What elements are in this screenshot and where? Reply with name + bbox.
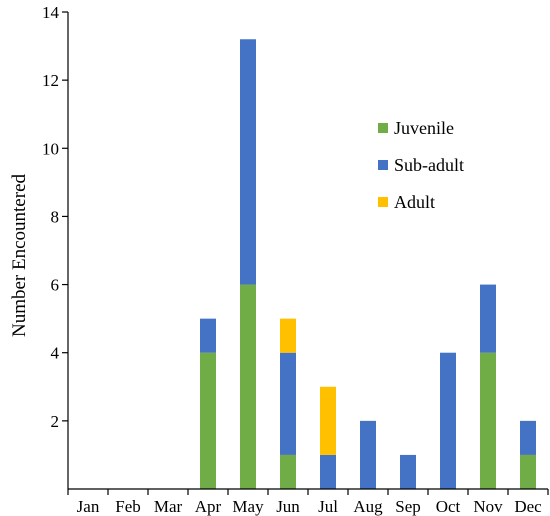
x-tick-label: Oct [436,497,461,516]
bar-juvenile-dec [520,454,536,489]
bar-sub-adult-dec [520,420,536,455]
y-tick-label: 12 [42,71,59,90]
legend-swatch-sub-adult [378,160,388,170]
x-tick-label: Mar [154,497,183,516]
y-tick-label: 8 [51,207,60,226]
bar-juvenile-may [240,284,256,489]
y-axis-title: Number Encountered [9,173,30,337]
bar-adult-jun [280,318,296,353]
bar-juvenile-nov [480,352,496,489]
bar-adult-jul [320,386,336,455]
y-tick-label: 4 [51,344,60,363]
legend-label-adult: Adult [394,192,435,212]
y-tick-label: 14 [42,3,60,22]
y-tick-label: 2 [51,412,60,431]
x-tick-label: Nov [473,497,503,516]
bar-sub-adult-nov [480,284,496,353]
bar-juvenile-jun [280,454,296,489]
y-axis: 2 4 6 8 10 12 14 [42,3,69,489]
x-tick-label: Sep [395,497,421,516]
x-tick-label: Apr [195,497,222,516]
bar-sub-adult-may [240,39,256,285]
legend-label-sub-adult: Sub-adult [394,155,464,175]
x-tick-label: Jan [77,497,100,516]
bar-sub-adult-oct [440,352,456,489]
x-tick-label: Jun [276,497,300,516]
bar-sub-adult-apr [200,318,216,353]
x-tick-label: Jul [318,497,338,516]
x-tick-label: May [232,497,264,516]
x-tick-label: Aug [353,497,383,516]
x-tick-label: Feb [115,497,141,516]
bars-group [200,39,536,489]
bar-sub-adult-sep [400,454,416,489]
legend-swatch-juvenile [378,123,388,133]
bar-sub-adult-jun [280,352,296,455]
bar-juvenile-apr [200,352,216,489]
legend: Juvenile Sub-adult Adult [378,118,464,212]
bar-sub-adult-aug [360,420,376,489]
legend-swatch-adult [378,197,388,207]
x-axis: Jan Feb Mar Apr May Jun Jul Aug Sep Oct Nov Dec [67,488,549,516]
bar-sub-adult-jul [320,454,336,489]
y-tick-label: 10 [42,139,59,158]
y-tick-label: 6 [51,276,60,295]
x-tick-label: Dec [514,497,542,516]
legend-label-juvenile: Juvenile [394,118,454,138]
